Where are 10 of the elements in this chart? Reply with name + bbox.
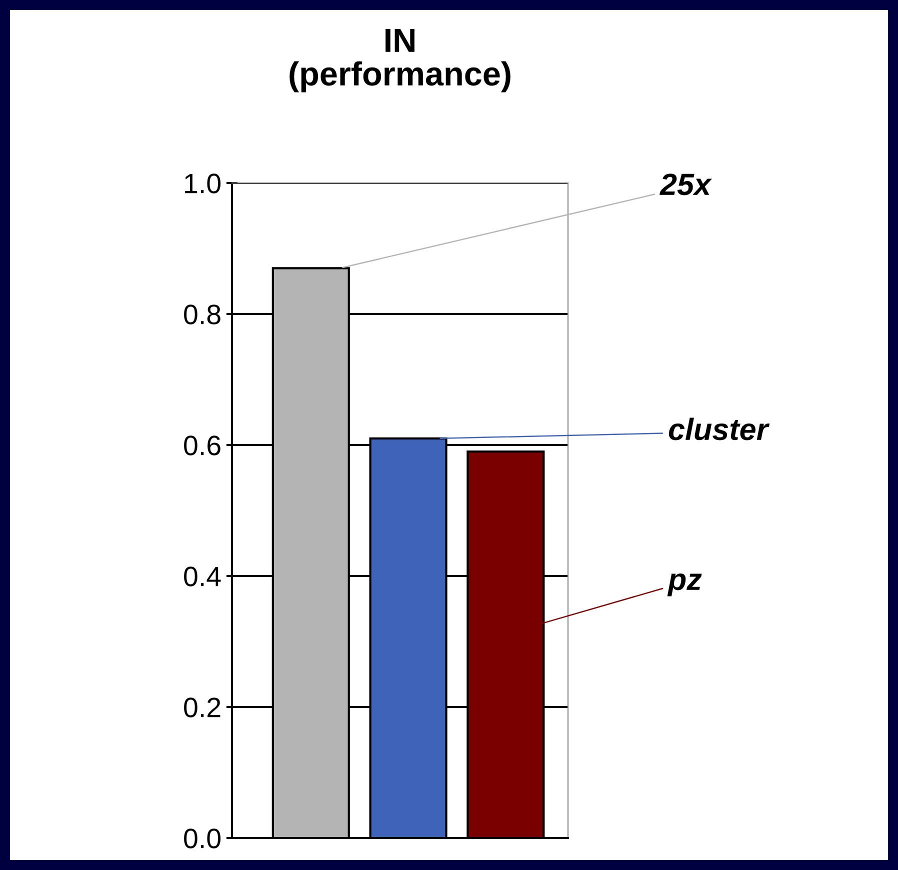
- y-tick-label: 0.4: [184, 566, 221, 586]
- text: cluster: [668, 418, 770, 440]
- y-tick-label: 0.2: [184, 698, 220, 718]
- text: 25x: [660, 174, 712, 196]
- chart-title: IN (performance): [290, 28, 510, 92]
- y-tick-label: 0.0: [184, 828, 220, 848]
- y-tick-label: 0.6: [184, 436, 220, 456]
- y-tick-label: 0.8: [184, 304, 220, 324]
- text: pz: [667, 573, 702, 596]
- y-tick-label: 1.0: [185, 174, 220, 194]
